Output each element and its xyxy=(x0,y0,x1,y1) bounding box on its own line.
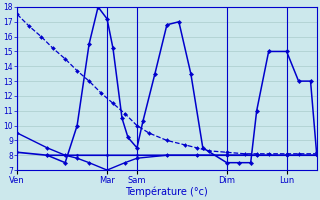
X-axis label: Température (°c): Température (°c) xyxy=(125,186,208,197)
